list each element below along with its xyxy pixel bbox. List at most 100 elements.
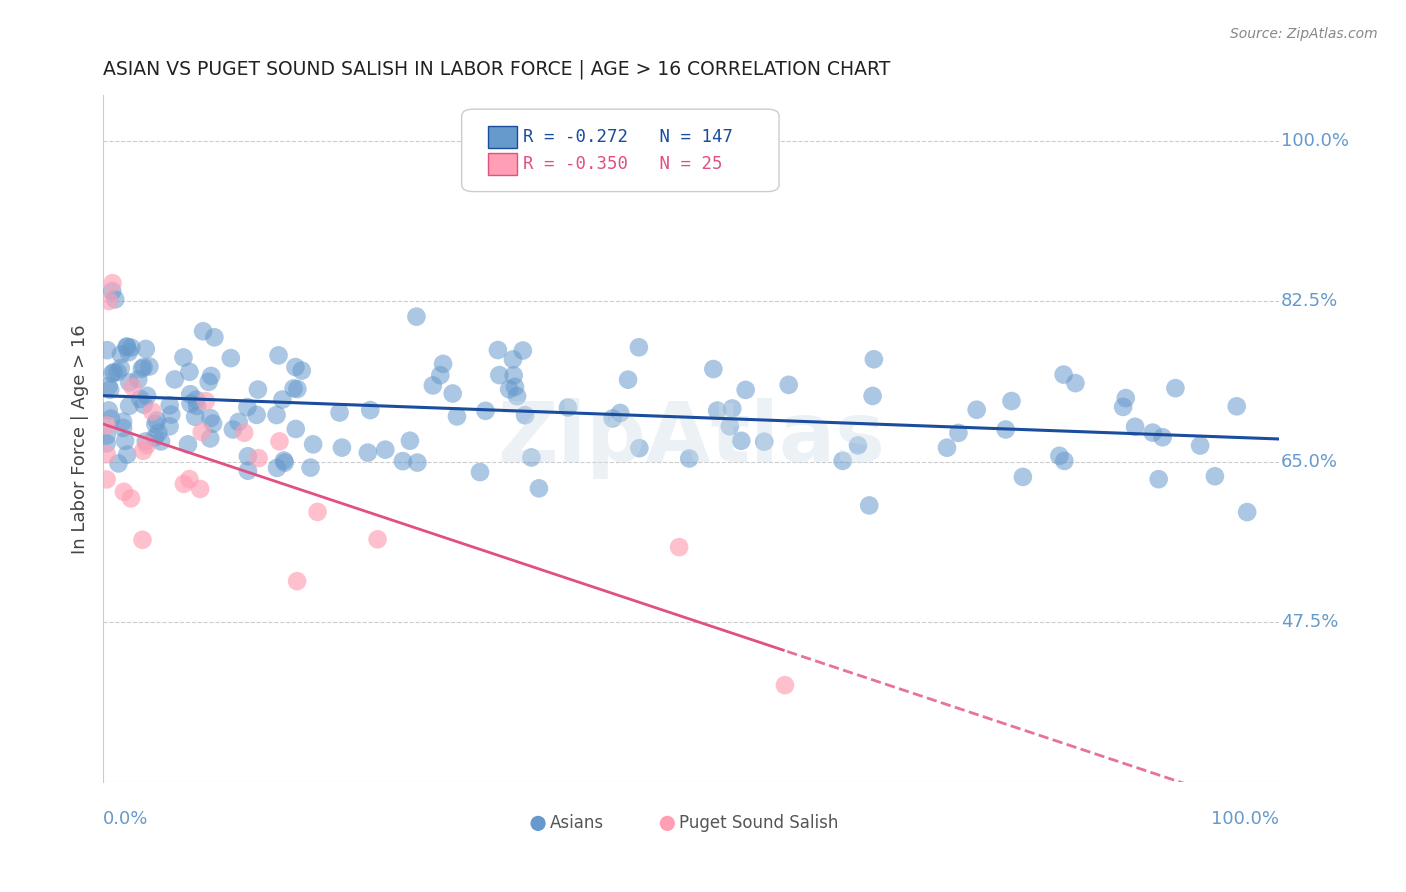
Text: ZipAtlas: ZipAtlas — [496, 399, 884, 479]
Point — [609, 406, 631, 420]
Point — [159, 419, 181, 434]
Text: R = -0.272   N = 147: R = -0.272 N = 147 — [523, 128, 733, 145]
Point — [194, 394, 217, 409]
Point — [200, 411, 222, 425]
Point — [936, 441, 959, 455]
Point — [197, 375, 219, 389]
Point — [284, 422, 307, 436]
Point — [422, 378, 444, 392]
Point — [120, 491, 142, 506]
Bar — [488, 153, 517, 175]
Point — [172, 351, 194, 365]
Point — [734, 383, 756, 397]
Point — [357, 445, 380, 459]
Point — [474, 404, 496, 418]
Point — [236, 464, 259, 478]
Point — [110, 361, 132, 376]
Point — [179, 365, 201, 379]
Point — [246, 383, 269, 397]
Point — [96, 472, 118, 486]
Point — [1147, 472, 1170, 486]
Point — [627, 340, 650, 354]
Text: 47.5%: 47.5% — [1281, 613, 1339, 631]
Point — [236, 449, 259, 463]
Point — [718, 419, 741, 434]
Point — [557, 401, 579, 415]
Text: R = -0.350   N = 25: R = -0.350 N = 25 — [523, 155, 723, 173]
Point — [110, 347, 132, 361]
Point — [96, 418, 118, 433]
Point — [302, 437, 325, 451]
Point — [299, 460, 322, 475]
Point — [273, 453, 295, 467]
Point — [1189, 438, 1212, 452]
Point — [446, 409, 468, 424]
Point — [678, 451, 700, 466]
Point — [706, 403, 728, 417]
Point — [330, 441, 353, 455]
Point — [266, 408, 288, 422]
Point — [754, 434, 776, 449]
Point — [143, 417, 166, 431]
Point — [267, 348, 290, 362]
Point — [1152, 430, 1174, 444]
Point — [228, 415, 250, 429]
Point — [188, 482, 211, 496]
Point — [97, 403, 120, 417]
Text: 100.0%: 100.0% — [1211, 810, 1278, 828]
Point — [186, 399, 208, 413]
Point — [266, 461, 288, 475]
Point — [1142, 425, 1164, 440]
Point — [100, 411, 122, 425]
Point — [104, 293, 127, 307]
Point — [429, 368, 451, 383]
Point — [778, 377, 800, 392]
Point — [173, 476, 195, 491]
Point — [285, 382, 308, 396]
Point — [200, 368, 222, 383]
Point — [831, 454, 853, 468]
Text: Puget Sound Salish: Puget Sound Salish — [679, 814, 838, 832]
Point — [468, 465, 491, 479]
Point — [118, 376, 141, 390]
Point — [486, 343, 509, 357]
Point — [702, 362, 724, 376]
Bar — [488, 126, 517, 148]
Point — [520, 450, 543, 465]
Point — [274, 456, 297, 470]
Point — [503, 380, 526, 394]
Point — [96, 428, 118, 442]
Point — [628, 441, 651, 455]
Point — [112, 484, 135, 499]
Point — [115, 448, 138, 462]
Y-axis label: In Labor Force | Age > 16: In Labor Force | Age > 16 — [72, 324, 89, 554]
Point — [1226, 399, 1249, 413]
Point — [131, 533, 153, 547]
Point — [118, 399, 141, 413]
Point — [179, 387, 201, 401]
Point — [994, 422, 1017, 436]
Point — [502, 368, 524, 383]
Point — [399, 434, 422, 448]
Point — [291, 363, 314, 377]
Point — [145, 414, 167, 428]
Point — [405, 310, 427, 324]
Point — [441, 386, 464, 401]
Point — [129, 392, 152, 406]
Point — [271, 392, 294, 407]
Point — [131, 361, 153, 376]
Point — [406, 456, 429, 470]
Point — [307, 505, 329, 519]
Point — [132, 443, 155, 458]
Point — [773, 678, 796, 692]
Point — [247, 451, 270, 466]
Point — [721, 401, 744, 416]
Point — [236, 400, 259, 414]
Point — [120, 341, 142, 355]
Point — [1115, 391, 1137, 405]
Point — [96, 447, 118, 461]
Point — [112, 421, 135, 435]
Point — [602, 411, 624, 425]
Point — [97, 379, 120, 393]
Point — [284, 360, 307, 375]
